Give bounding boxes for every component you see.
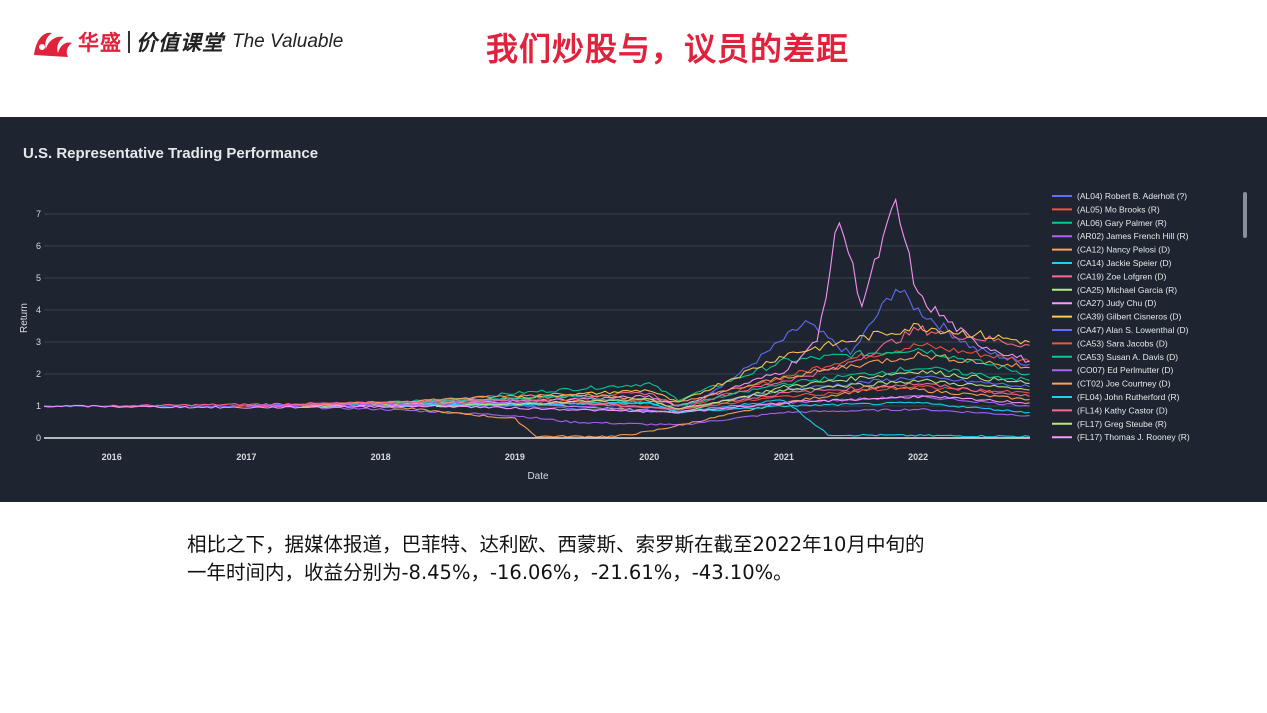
body-text: 相比之下，据媒体报道，巴菲特、达利欧、西蒙斯、索罗斯在截至2022年10月中旬的… bbox=[187, 531, 1087, 587]
series-line-8 bbox=[380, 197, 1030, 408]
x-axis-title: Date bbox=[527, 471, 549, 482]
x-tick-label: 2021 bbox=[774, 452, 794, 462]
x-tick-label: 2018 bbox=[371, 452, 391, 462]
legend-entry: (CA39) Gilbert Cisneros (D) bbox=[1077, 312, 1182, 322]
series-line-17 bbox=[436, 378, 1030, 410]
series-line-3 bbox=[246, 405, 1030, 426]
legend-entry: (CA47) Alan S. Lowenthal (D) bbox=[1077, 325, 1189, 335]
legend-entry: (CA14) Jackie Speier (D) bbox=[1077, 258, 1172, 268]
legend-entry: (AR02) James French Hill (R) bbox=[1077, 231, 1189, 241]
y-tick-label: 1 bbox=[36, 401, 41, 411]
body-line-1: 相比之下，据媒体报道，巴菲特、达利欧、西蒙斯、索罗斯在截至2022年10月中旬的 bbox=[187, 533, 925, 556]
chart-title: U.S. Representative Trading Performance bbox=[23, 145, 318, 162]
returns-line-chart: U.S. Representative Trading Performance 0… bbox=[19, 145, 1247, 482]
legend-entry: (FL17) Thomas J. Rooney (R) bbox=[1077, 432, 1190, 442]
y-tick-label: 0 bbox=[36, 433, 41, 443]
y-tick-label: 2 bbox=[36, 369, 41, 379]
course-name-cn: 价值课堂 bbox=[136, 31, 224, 55]
y-tick-label: 5 bbox=[36, 273, 41, 283]
body-line-2: 一年时间内，收益分别为-8.45%，-16.06%，-21.61%，-43.10… bbox=[187, 561, 793, 584]
y-tick-label: 6 bbox=[36, 241, 41, 251]
brand-logo: 华盛 价值课堂 The Valuable bbox=[30, 24, 343, 60]
legend-entry: (CT02) Joe Courtney (D) bbox=[1077, 379, 1171, 389]
series-line-4 bbox=[380, 384, 1030, 438]
x-tick-label: 2017 bbox=[236, 452, 256, 462]
logo-divider bbox=[128, 31, 130, 53]
legend-entry: (CA12) Nancy Pelosi (D) bbox=[1077, 245, 1170, 255]
legend-entry: (CA25) Michael Garcia (R) bbox=[1077, 285, 1177, 295]
series-line-12 bbox=[301, 366, 1030, 407]
series-line-14 bbox=[301, 351, 1030, 408]
legend-entry: (CA19) Zoe Lofgren (D) bbox=[1077, 271, 1166, 281]
x-tick-label: 2019 bbox=[505, 452, 525, 462]
legend-scrollbar bbox=[1243, 192, 1247, 238]
series-line-15 bbox=[380, 401, 1030, 414]
huasheng-logo-icon bbox=[34, 32, 72, 57]
series-line-16 bbox=[246, 382, 1030, 410]
legend-entry: (AL04) Robert B. Aderholt (?) bbox=[1077, 191, 1187, 201]
x-tick-label: 2020 bbox=[639, 452, 659, 462]
series-line-9 bbox=[380, 322, 1030, 408]
series-line-0 bbox=[43, 288, 1030, 413]
brand-name-cn: 华盛 bbox=[78, 31, 122, 55]
legend-entry: (FL17) Greg Steube (R) bbox=[1077, 419, 1167, 429]
legend-entry: (CA53) Sara Jacobs (D) bbox=[1077, 338, 1168, 348]
y-tick-label: 4 bbox=[36, 305, 41, 315]
series-line-18 bbox=[43, 395, 1030, 414]
chart-panel: U.S. Representative Trading Performance 0… bbox=[0, 117, 1267, 502]
legend-entry: (CA53) Susan A. Davis (D) bbox=[1077, 352, 1178, 362]
legend-entry: (FL04) John Rutherford (R) bbox=[1077, 392, 1180, 402]
legend-entry: (AL06) Gary Palmer (R) bbox=[1077, 218, 1167, 228]
x-tick-label: 2022 bbox=[908, 452, 928, 462]
legend-entry: (CO07) Ed Perlmutter (D) bbox=[1077, 365, 1174, 375]
legend-entry: (AL05) Mo Brooks (R) bbox=[1077, 204, 1160, 214]
y-axis-title: Return bbox=[19, 303, 30, 333]
page-title: 我们炒股与，议员的差距 bbox=[486, 30, 850, 68]
brand-name-en: The Valuable bbox=[232, 31, 344, 52]
legend-entry: (CA27) Judy Chu (D) bbox=[1077, 298, 1157, 308]
legend-entry: (FL14) Kathy Castor (D) bbox=[1077, 405, 1168, 415]
x-tick-label: 2016 bbox=[102, 452, 122, 462]
y-tick-label: 3 bbox=[36, 337, 41, 347]
y-tick-label: 7 bbox=[36, 209, 41, 219]
